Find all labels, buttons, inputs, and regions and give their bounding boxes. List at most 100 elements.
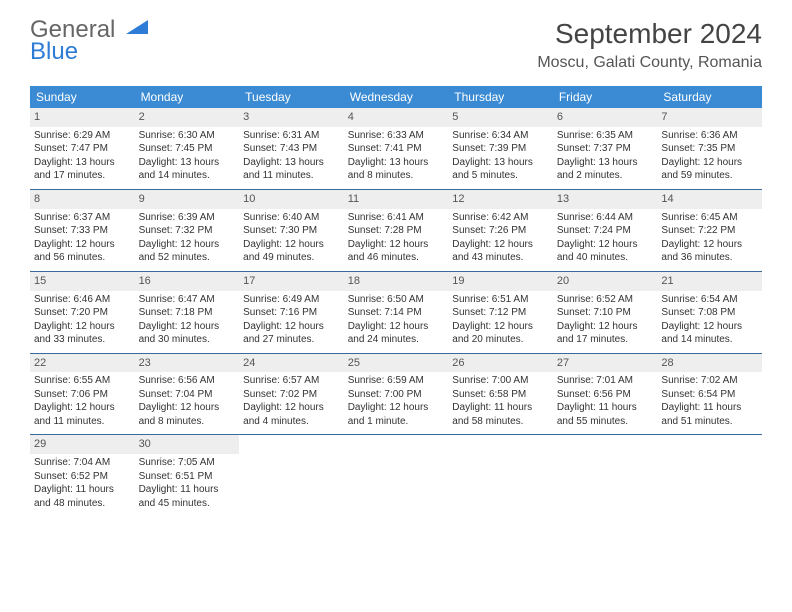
sunrise-text: Sunrise: 6:54 AM [661, 293, 758, 307]
day2-text: and 33 minutes. [34, 333, 131, 347]
day-number: 16 [135, 272, 240, 291]
day-cell: 11Sunrise: 6:41 AMSunset: 7:28 PMDayligh… [344, 190, 449, 271]
day2-text: and 14 minutes. [139, 169, 236, 183]
day1-text: Daylight: 12 hours [661, 156, 758, 170]
day-number: 23 [135, 354, 240, 373]
sunset-text: Sunset: 7:06 PM [34, 388, 131, 402]
sunset-text: Sunset: 7:33 PM [34, 224, 131, 238]
day1-text: Daylight: 12 hours [348, 401, 445, 415]
sunrise-text: Sunrise: 6:44 AM [557, 211, 654, 225]
day2-text: and 11 minutes. [243, 169, 340, 183]
day1-text: Daylight: 11 hours [34, 483, 131, 497]
day-number: 15 [30, 272, 135, 291]
day2-text: and 48 minutes. [34, 497, 131, 511]
sunset-text: Sunset: 7:10 PM [557, 306, 654, 320]
sunrise-text: Sunrise: 6:31 AM [243, 129, 340, 143]
location: Moscu, Galati County, Romania [537, 54, 762, 72]
day-cell: 4Sunrise: 6:33 AMSunset: 7:41 PMDaylight… [344, 108, 449, 189]
day2-text: and 58 minutes. [452, 415, 549, 429]
day-cell: 5Sunrise: 6:34 AMSunset: 7:39 PMDaylight… [448, 108, 553, 189]
day-number: 1 [30, 108, 135, 127]
week-row: 1Sunrise: 6:29 AMSunset: 7:47 PMDaylight… [30, 108, 762, 190]
sunset-text: Sunset: 7:20 PM [34, 306, 131, 320]
day-cell: 13Sunrise: 6:44 AMSunset: 7:24 PMDayligh… [553, 190, 658, 271]
day-cell: 22Sunrise: 6:55 AMSunset: 7:06 PMDayligh… [30, 354, 135, 435]
day-cell: 3Sunrise: 6:31 AMSunset: 7:43 PMDaylight… [239, 108, 344, 189]
sunrise-text: Sunrise: 6:39 AM [139, 211, 236, 225]
sunrise-text: Sunrise: 6:40 AM [243, 211, 340, 225]
day-cell: 28Sunrise: 7:02 AMSunset: 6:54 PMDayligh… [657, 354, 762, 435]
day2-text: and 1 minute. [348, 415, 445, 429]
day1-text: Daylight: 12 hours [139, 320, 236, 334]
day-number: 9 [135, 190, 240, 209]
week-row: 29Sunrise: 7:04 AMSunset: 6:52 PMDayligh… [30, 435, 762, 516]
day-number: 18 [344, 272, 449, 291]
day-number: 19 [448, 272, 553, 291]
sunrise-text: Sunrise: 6:56 AM [139, 374, 236, 388]
day1-text: Daylight: 11 hours [557, 401, 654, 415]
day1-text: Daylight: 12 hours [661, 238, 758, 252]
day1-text: Daylight: 11 hours [452, 401, 549, 415]
day-cell: 10Sunrise: 6:40 AMSunset: 7:30 PMDayligh… [239, 190, 344, 271]
day-cell: 14Sunrise: 6:45 AMSunset: 7:22 PMDayligh… [657, 190, 762, 271]
sunrise-text: Sunrise: 6:59 AM [348, 374, 445, 388]
day-number: 30 [135, 435, 240, 454]
day2-text: and 11 minutes. [34, 415, 131, 429]
day1-text: Daylight: 13 hours [452, 156, 549, 170]
sunset-text: Sunset: 7:18 PM [139, 306, 236, 320]
day-cell: 1Sunrise: 6:29 AMSunset: 7:47 PMDaylight… [30, 108, 135, 189]
day-cell: 16Sunrise: 6:47 AMSunset: 7:18 PMDayligh… [135, 272, 240, 353]
logo-triangle-icon [126, 18, 148, 34]
day2-text: and 51 minutes. [661, 415, 758, 429]
day1-text: Daylight: 13 hours [139, 156, 236, 170]
sunset-text: Sunset: 6:51 PM [139, 470, 236, 484]
day-cell: 19Sunrise: 6:51 AMSunset: 7:12 PMDayligh… [448, 272, 553, 353]
sunset-text: Sunset: 7:00 PM [348, 388, 445, 402]
sunrise-text: Sunrise: 7:04 AM [34, 456, 131, 470]
day2-text: and 45 minutes. [139, 497, 236, 511]
day2-text: and 24 minutes. [348, 333, 445, 347]
sunset-text: Sunset: 7:02 PM [243, 388, 340, 402]
week-row: 15Sunrise: 6:46 AMSunset: 7:20 PMDayligh… [30, 272, 762, 354]
day-number: 6 [553, 108, 658, 127]
day1-text: Daylight: 12 hours [557, 238, 654, 252]
day1-text: Daylight: 12 hours [452, 238, 549, 252]
day-number: 25 [344, 354, 449, 373]
day-cell: 27Sunrise: 7:01 AMSunset: 6:56 PMDayligh… [553, 354, 658, 435]
sunset-text: Sunset: 6:56 PM [557, 388, 654, 402]
sunrise-text: Sunrise: 6:30 AM [139, 129, 236, 143]
sunrise-text: Sunrise: 6:51 AM [452, 293, 549, 307]
logo-text-2: Blue [30, 40, 148, 64]
day-cell: 21Sunrise: 6:54 AMSunset: 7:08 PMDayligh… [657, 272, 762, 353]
day2-text: and 4 minutes. [243, 415, 340, 429]
day-number: 26 [448, 354, 553, 373]
day-number: 20 [553, 272, 658, 291]
sunset-text: Sunset: 6:52 PM [34, 470, 131, 484]
day-number: 12 [448, 190, 553, 209]
sunset-text: Sunset: 7:04 PM [139, 388, 236, 402]
month-title: September 2024 [537, 18, 762, 50]
day1-text: Daylight: 11 hours [661, 401, 758, 415]
sunrise-text: Sunrise: 6:42 AM [452, 211, 549, 225]
day-number: 8 [30, 190, 135, 209]
calendar: Sunday Monday Tuesday Wednesday Thursday… [30, 86, 762, 516]
day-cell: 6Sunrise: 6:35 AMSunset: 7:37 PMDaylight… [553, 108, 658, 189]
day1-text: Daylight: 12 hours [348, 238, 445, 252]
day-cell: 25Sunrise: 6:59 AMSunset: 7:00 PMDayligh… [344, 354, 449, 435]
sunset-text: Sunset: 7:26 PM [452, 224, 549, 238]
day-number: 2 [135, 108, 240, 127]
sunrise-text: Sunrise: 6:52 AM [557, 293, 654, 307]
day-cell: 20Sunrise: 6:52 AMSunset: 7:10 PMDayligh… [553, 272, 658, 353]
day1-text: Daylight: 12 hours [243, 320, 340, 334]
day2-text: and 14 minutes. [661, 333, 758, 347]
weekday-header: Friday [553, 86, 658, 108]
week-row: 8Sunrise: 6:37 AMSunset: 7:33 PMDaylight… [30, 190, 762, 272]
week-row: 22Sunrise: 6:55 AMSunset: 7:06 PMDayligh… [30, 354, 762, 436]
day1-text: Daylight: 12 hours [452, 320, 549, 334]
sunrise-text: Sunrise: 7:01 AM [557, 374, 654, 388]
day-number: 28 [657, 354, 762, 373]
day2-text: and 49 minutes. [243, 251, 340, 265]
day-cell: 15Sunrise: 6:46 AMSunset: 7:20 PMDayligh… [30, 272, 135, 353]
day2-text: and 55 minutes. [557, 415, 654, 429]
day1-text: Daylight: 13 hours [34, 156, 131, 170]
